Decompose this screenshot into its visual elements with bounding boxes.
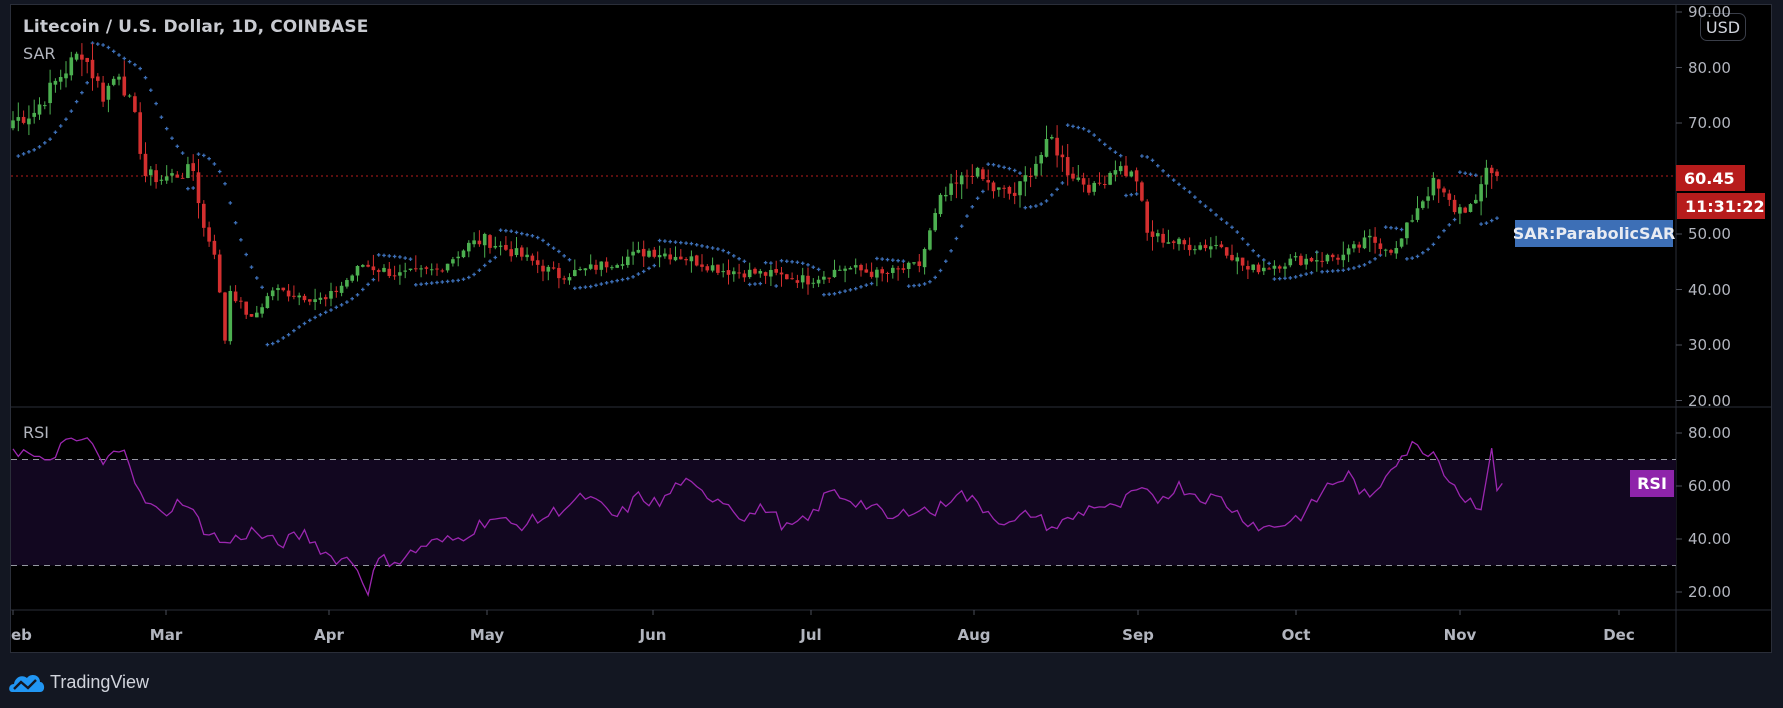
last-price-tag: 60.45 [1676,165,1745,191]
rsi-tick-label: 60.00 [1688,477,1731,495]
price-tick-label: 50.00 [1688,225,1731,243]
sar-series-tag: SAR:ParabolicSAR [1513,220,1675,247]
bar-countdown-tag: 11:31:22 [1677,193,1765,219]
time-tick-label: Oct [1281,626,1311,644]
time-tick-label: Nov [1443,626,1477,644]
time-tick-label: Aug [957,626,991,644]
time-tick-label: Sep [1122,626,1154,644]
sar-indicator-label[interactable]: SAR [23,44,56,63]
chart-title: Litecoin / U.S. Dollar, 1D, COINBASE [23,17,369,37]
rsi-indicator-label[interactable]: RSI [23,423,49,442]
price-tick-label: 30.00 [1688,336,1731,354]
time-tick-label: Mar [149,626,183,644]
time-tick-label: Apr [314,626,344,644]
time-tick-label: eb [11,626,32,644]
price-tick-label: 40.00 [1688,280,1731,299]
time-tick-label: Dec [1603,626,1635,644]
rsi-tick-label: 80.00 [1688,424,1731,442]
rsi-tick-label: 20.00 [1688,583,1731,601]
rsi-series-tag: RSI [1630,470,1674,497]
time-tick-label: Jun [639,626,667,644]
rsi-tick-label: 40.00 [1688,530,1731,548]
logo-text: TradingView [50,671,150,692]
time-tick-label: Jul [800,626,822,644]
currency-button[interactable]: USD [1700,13,1746,41]
tradingview-logo[interactable]: TradingView [8,670,149,694]
price-tick-label: 70.00 [1688,114,1731,132]
price-tick-label: 20.00 [1688,391,1731,410]
tradingview-cloud-icon [9,674,45,692]
time-tick-label: May [469,626,505,644]
price-tick-label: 80.00 [1688,58,1731,77]
price-tick-label: 90.00 [1688,3,1731,21]
